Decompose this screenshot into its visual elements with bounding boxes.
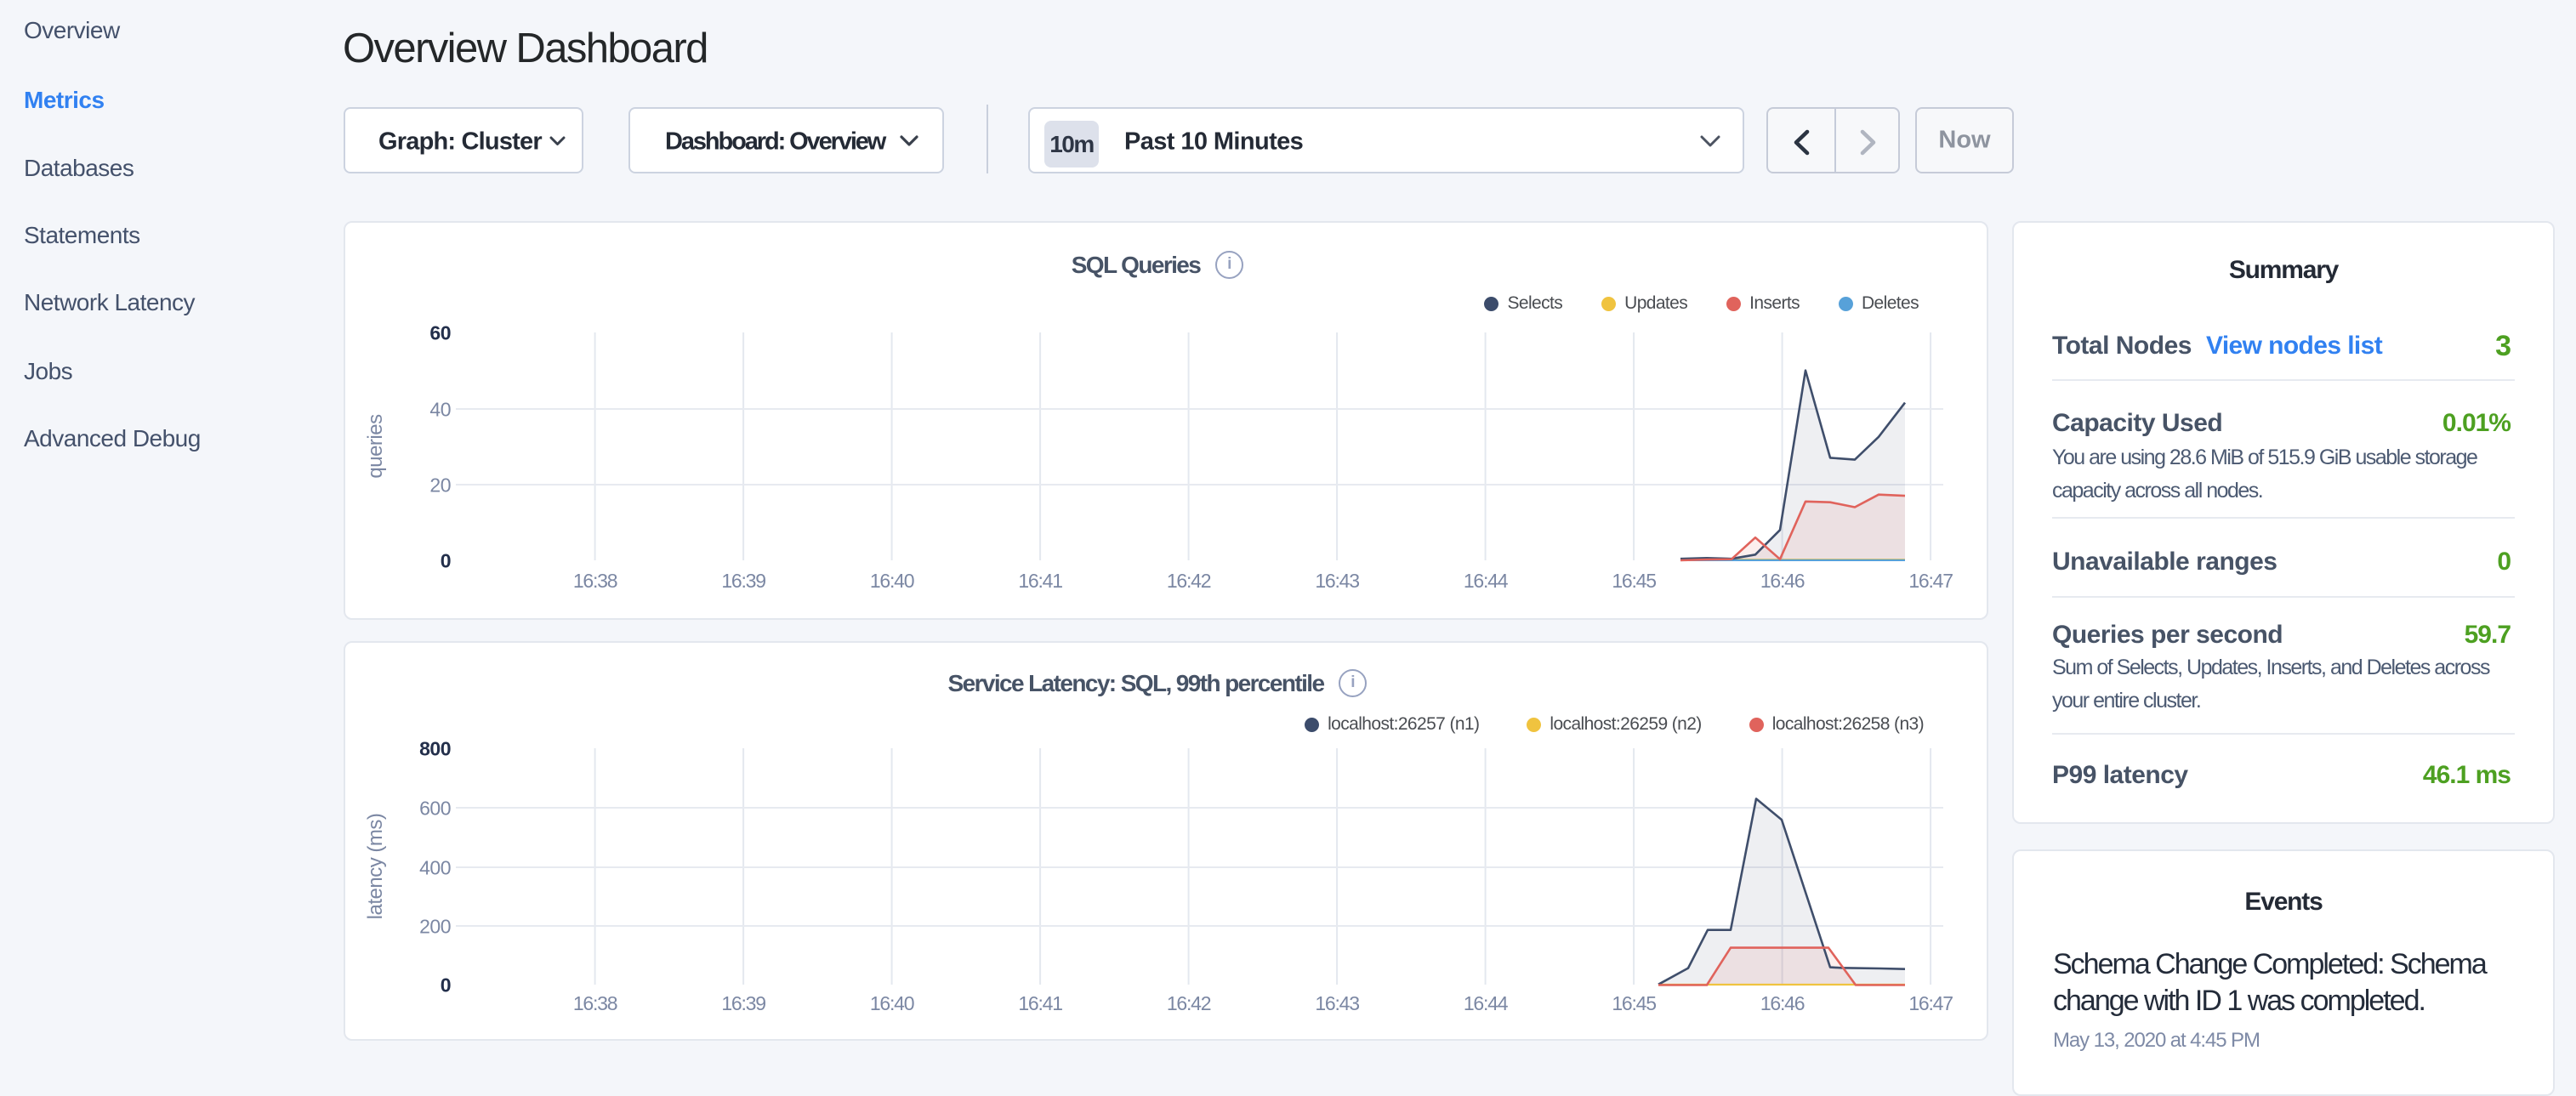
svg-text:16:41: 16:41 [1018, 992, 1062, 1014]
svg-text:800: 800 [419, 738, 451, 760]
svg-text:16:46: 16:46 [1760, 570, 1805, 592]
svg-text:16:44: 16:44 [1464, 992, 1509, 1014]
svg-text:16:47: 16:47 [1908, 570, 1953, 592]
svg-text:16:44: 16:44 [1464, 570, 1509, 592]
svg-text:16:40: 16:40 [870, 992, 914, 1014]
svg-text:16:42: 16:42 [1167, 992, 1211, 1014]
svg-text:16:45: 16:45 [1612, 992, 1656, 1014]
svg-text:20: 20 [429, 474, 451, 497]
svg-text:latency (ms): latency (ms) [364, 814, 387, 920]
svg-text:16:39: 16:39 [721, 992, 765, 1014]
svg-text:0: 0 [441, 550, 451, 572]
svg-text:16:46: 16:46 [1760, 992, 1805, 1014]
svg-text:16:39: 16:39 [721, 570, 765, 592]
svg-text:60: 60 [429, 322, 451, 344]
svg-text:40: 40 [429, 399, 451, 421]
svg-text:16:43: 16:43 [1315, 570, 1359, 592]
svg-text:16:47: 16:47 [1908, 992, 1953, 1014]
svg-text:400: 400 [419, 857, 451, 879]
svg-text:queries: queries [364, 414, 387, 479]
svg-text:16:45: 16:45 [1612, 570, 1656, 592]
svg-text:200: 200 [419, 916, 451, 938]
svg-text:16:43: 16:43 [1315, 992, 1359, 1014]
svg-text:16:42: 16:42 [1167, 570, 1211, 592]
svg-text:16:38: 16:38 [573, 570, 617, 592]
svg-text:600: 600 [419, 798, 451, 820]
svg-text:16:41: 16:41 [1018, 570, 1062, 592]
svg-text:0: 0 [441, 974, 451, 997]
svg-text:16:38: 16:38 [573, 992, 617, 1014]
svg-text:16:40: 16:40 [870, 570, 914, 592]
